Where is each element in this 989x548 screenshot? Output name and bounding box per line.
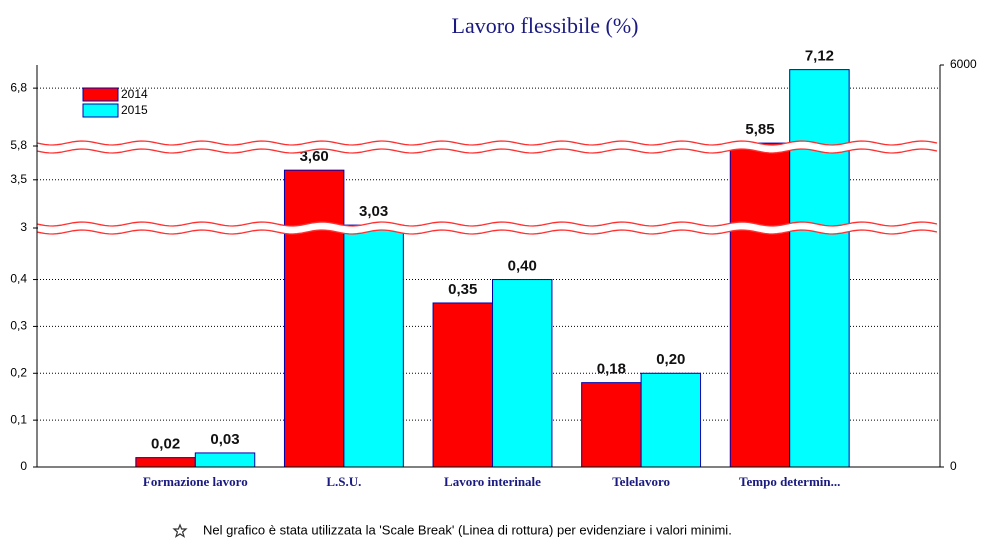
value-label: 3,60 bbox=[300, 148, 329, 165]
scale-break-line bbox=[36, 148, 938, 154]
y-tick-label: 0 bbox=[20, 459, 27, 473]
value-label: 0,18 bbox=[597, 361, 626, 378]
scale-break-line bbox=[36, 221, 938, 227]
legend-swatch bbox=[82, 103, 119, 118]
legend-swatch bbox=[82, 87, 119, 102]
bar bbox=[343, 224, 404, 468]
y2-tick-label: 0 bbox=[950, 459, 957, 473]
bar bbox=[283, 169, 345, 468]
value-label: 0,35 bbox=[448, 281, 477, 298]
value-label: 3,03 bbox=[359, 203, 388, 220]
y-tick-label: 0,4 bbox=[10, 272, 27, 286]
y-tick-label: 6,8 bbox=[10, 80, 27, 94]
x-tick-label: Formazione lavoro bbox=[143, 474, 248, 489]
y-tick-label: 0,3 bbox=[10, 319, 27, 333]
value-label: 7,12 bbox=[805, 48, 834, 65]
scale-break-line bbox=[36, 140, 938, 146]
value-label: 0,40 bbox=[508, 258, 537, 275]
bar bbox=[135, 457, 196, 468]
legend-label: 2014 bbox=[121, 87, 148, 101]
bar bbox=[729, 142, 791, 468]
y-tick-label: 0,2 bbox=[10, 365, 27, 379]
bar bbox=[581, 382, 642, 468]
x-tick-label: Telelavoro bbox=[612, 474, 670, 489]
bar bbox=[789, 69, 850, 468]
value-label: 0,20 bbox=[656, 351, 685, 368]
y-tick-label: 5,8 bbox=[10, 138, 27, 152]
y-tick-label: 0,1 bbox=[10, 412, 27, 426]
value-label: 0,03 bbox=[210, 431, 239, 448]
x-tick-label: Tempo determin... bbox=[739, 474, 840, 489]
x-tick-label: Lavoro interinale bbox=[444, 474, 541, 489]
scale-break bbox=[37, 222, 940, 234]
scale-break-line bbox=[36, 229, 938, 235]
chart-title: Lavoro flessibile (%) bbox=[452, 13, 639, 38]
note-icon bbox=[172, 523, 188, 538]
y2-tick-label: 6000 bbox=[950, 57, 977, 71]
bar bbox=[194, 452, 256, 468]
legend-label: 2015 bbox=[121, 103, 148, 117]
y-tick-label: 3 bbox=[20, 220, 27, 234]
bar bbox=[640, 372, 702, 468]
note: Nel grafico è stata utilizzata la 'Scale… bbox=[203, 522, 732, 537]
x-tick-label: L.S.U. bbox=[326, 474, 361, 489]
bar bbox=[492, 279, 553, 468]
value-label: 0,02 bbox=[151, 436, 180, 453]
y-tick-label: 3,5 bbox=[10, 172, 27, 186]
bar bbox=[432, 302, 493, 468]
scale-break bbox=[37, 141, 940, 153]
value-label: 5,85 bbox=[745, 121, 774, 138]
